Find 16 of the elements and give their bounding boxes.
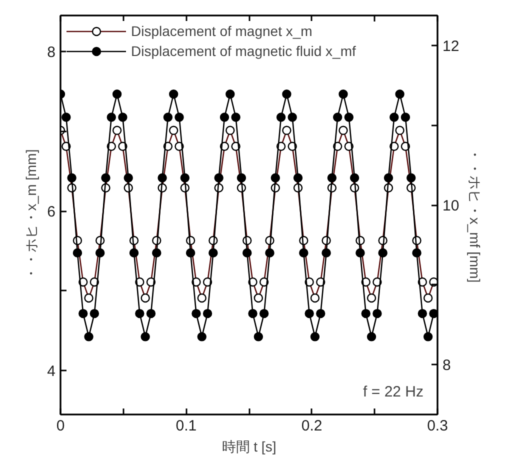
x-tick-label: 0.1: [176, 418, 197, 434]
y2-axis-title: ・・ホヒ・x_mf [mm]: [467, 147, 484, 283]
y2-tick-label: 12: [442, 38, 460, 55]
y-tick-label: 8: [47, 44, 56, 61]
x-tick-label: 0: [56, 418, 65, 434]
y-tick-label: 4: [47, 363, 56, 380]
x-tick-label: 0.3: [427, 418, 448, 434]
annotation: f = 22 Hz: [363, 384, 424, 400]
x-tick-label: 0.2: [301, 418, 322, 434]
y-axis-title: ・・ホヒ・x_m [mm]: [23, 149, 40, 281]
x-axis-title: 時間 t [s]: [222, 438, 276, 454]
y2-tick-label: 8: [442, 357, 451, 374]
y-tick-label: 6: [47, 204, 56, 221]
legend-label: Displacement of magnetic fluid x_mf: [131, 43, 356, 59]
legend-label: Displacement of magnet x_m: [131, 23, 312, 39]
y2-tick-label: 10: [442, 198, 460, 215]
